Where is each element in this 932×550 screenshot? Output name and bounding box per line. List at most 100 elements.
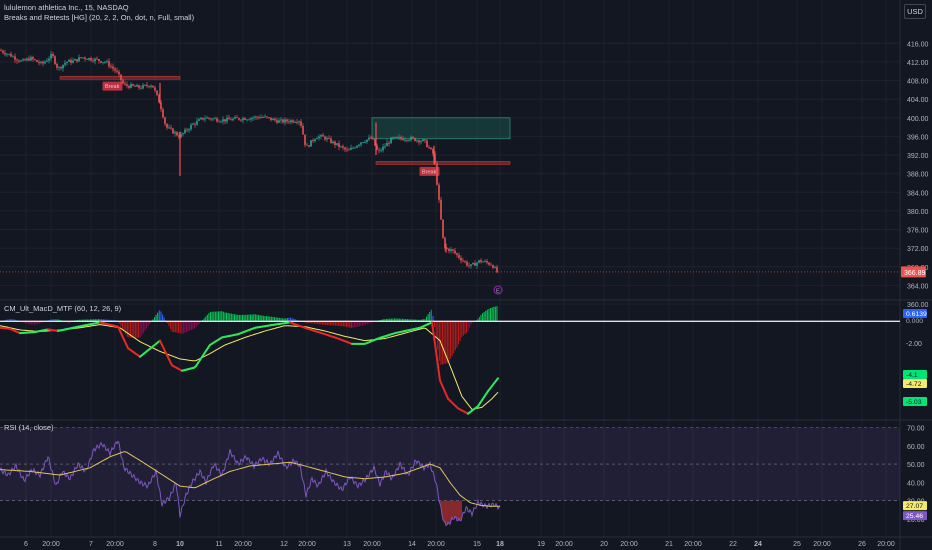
candle-body (444, 237, 446, 249)
macd-histogram-bar (434, 321, 436, 328)
time-axis-label: 12 (280, 541, 288, 548)
macd-histogram-bar (34, 321, 36, 325)
macd-histogram-bar (242, 314, 244, 322)
macd-histogram-bar (328, 321, 330, 326)
macd-histogram-bar (250, 314, 252, 322)
candle-body (392, 137, 394, 139)
candle-body (308, 145, 310, 147)
candle-body (140, 87, 142, 89)
macd-histogram-bar (181, 321, 183, 334)
candle-body (268, 117, 270, 118)
macd-histogram-bar (384, 318, 386, 322)
macd-histogram-bar (466, 321, 468, 333)
macd-histogram-bar (141, 321, 143, 336)
macd-histogram-bar (122, 321, 124, 330)
candle-body (62, 64, 64, 69)
macd-histogram-bar (86, 319, 88, 322)
candle-body (44, 61, 46, 64)
macd-value-label: -4.1 (906, 372, 918, 379)
macd-histogram-bar (312, 321, 314, 324)
candle-body (60, 67, 62, 69)
macd-histogram-bar (230, 313, 232, 322)
time-axis-label: 15 (473, 541, 481, 548)
candle-body (232, 118, 234, 121)
candle-body (246, 119, 248, 121)
macd-histogram-bar (139, 321, 141, 338)
candle-body (14, 56, 16, 60)
candle-body (6, 53, 8, 55)
candle-body (324, 136, 326, 140)
candle-body (476, 262, 478, 266)
break-label: Break (422, 169, 437, 175)
rsi-pane[interactable]: RSI (14, close) (0, 423, 900, 527)
macd-histogram-bar (478, 317, 480, 322)
macd-histogram-bar (157, 312, 159, 322)
macd-histogram-bar (222, 311, 224, 322)
candle-body (362, 142, 364, 143)
price-pane[interactable]: Break Break E (0, 48, 900, 295)
currency-button[interactable]: USD (904, 4, 926, 19)
time-axis-label: 20:00 (877, 541, 895, 548)
macd-histogram-bar (101, 319, 103, 322)
macd-histogram-bar (26, 321, 28, 324)
candle-body (178, 135, 180, 138)
macd-histogram-bar (477, 319, 479, 322)
macd-histogram-bar (438, 321, 440, 361)
candle-body (82, 57, 84, 59)
candle-body (36, 60, 38, 62)
macd-histogram-bar (355, 321, 357, 327)
candle-body (224, 119, 226, 122)
candle-body (332, 141, 334, 143)
time-axis[interactable]: 6 20:00 7 20:00 8 10 11 20:00 12 20:00 13 20:00 14 20… (24, 541, 895, 548)
macd-histogram-bar (322, 321, 324, 325)
break-level-line (59, 75, 181, 80)
candle-body (390, 137, 392, 144)
macd-pane[interactable]: CM_Ult_MacD_MTF (60, 12, 26, 9) (0, 304, 900, 415)
candle-body (74, 59, 76, 61)
candle-body (478, 260, 480, 263)
candle-body (54, 56, 56, 64)
candle-body (374, 138, 376, 146)
candle-body (2, 50, 4, 53)
macd-histogram-bar (422, 319, 424, 322)
macd-histogram-bar (192, 321, 194, 330)
macd-histogram-bar (131, 321, 133, 338)
breaks-retests-indicator-title[interactable]: Breaks and Retests [HG] (20, 2, 2, On, d… (4, 13, 195, 22)
macd-histogram-bar (30, 321, 32, 325)
macd-histogram-bar (307, 321, 309, 324)
candle-body (394, 136, 396, 138)
macd-histogram-bar (482, 313, 484, 322)
time-axis-label: 22 (729, 541, 737, 548)
macd-histogram-bar (421, 319, 423, 322)
macd-histogram-bar (314, 321, 316, 324)
candle-body (274, 118, 276, 121)
time-axis-label: 13 (343, 541, 351, 548)
macd-histogram-bar (432, 315, 434, 322)
macd-histogram-bar (266, 316, 268, 322)
candle-body (16, 59, 18, 61)
macd-histogram-bar (248, 314, 250, 322)
candle-body (482, 261, 484, 263)
candle-body (410, 137, 412, 141)
candle-body (12, 56, 14, 58)
macd-histogram-bar (77, 319, 79, 322)
candle-body (298, 121, 300, 123)
macd-histogram-bar (158, 310, 160, 322)
candle-body (58, 67, 60, 68)
last-price-label: 366.89 (904, 270, 926, 277)
time-axis-label: 25 (793, 541, 801, 548)
macd-histogram-bar (285, 318, 287, 322)
macd-histogram-bar (27, 321, 29, 324)
candle-body (194, 123, 196, 125)
candle-body (272, 118, 274, 121)
candle-body (446, 248, 448, 249)
candle-body (364, 141, 366, 143)
price-axis[interactable]: 416.00 412.00 408.00 404.00 400.00 396.00 392.… (901, 41, 929, 524)
candle-body (42, 61, 44, 64)
macd-histogram-bar (366, 321, 368, 325)
candle-body (170, 127, 172, 129)
macd-histogram-bar (382, 319, 384, 322)
macd-histogram-bar (235, 314, 237, 322)
candle-body (56, 63, 58, 68)
